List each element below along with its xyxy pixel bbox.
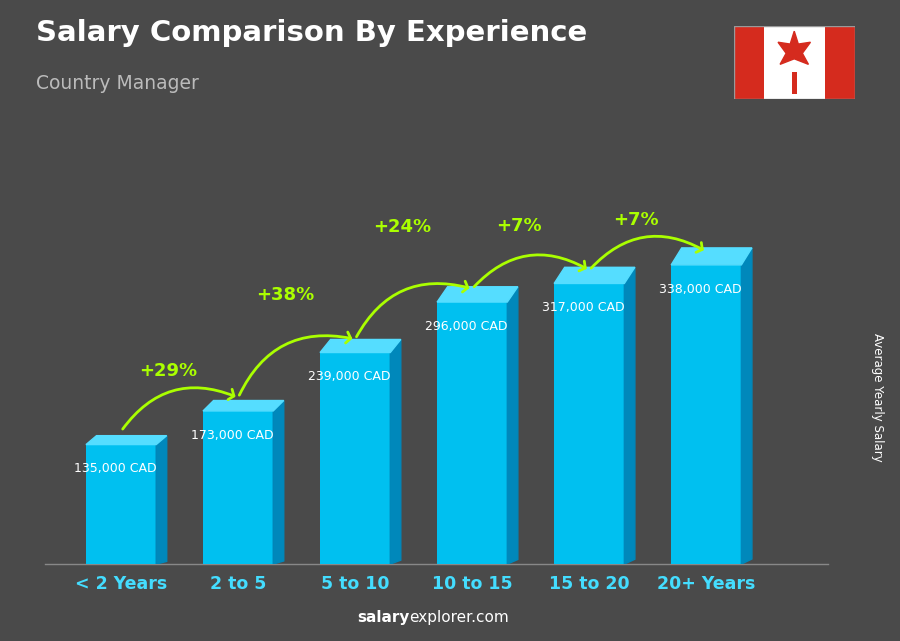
Bar [824, 26, 855, 99]
Polygon shape [391, 340, 401, 564]
Text: salary: salary [357, 610, 410, 625]
Polygon shape [625, 267, 634, 564]
Text: 338,000 CAD: 338,000 CAD [659, 283, 742, 296]
Bar [792, 72, 796, 94]
Text: Average Yearly Salary: Average Yearly Salary [871, 333, 884, 462]
Bar [320, 353, 391, 564]
Text: +29%: +29% [139, 362, 197, 380]
Polygon shape [320, 340, 400, 353]
Text: 239,000 CAD: 239,000 CAD [308, 370, 391, 383]
Polygon shape [778, 31, 811, 64]
Text: +38%: +38% [256, 286, 314, 304]
Polygon shape [508, 287, 518, 564]
Polygon shape [86, 436, 166, 445]
Text: Salary Comparison By Experience: Salary Comparison By Experience [36, 19, 587, 47]
Text: Country Manager: Country Manager [36, 74, 199, 93]
Bar [203, 411, 274, 564]
Bar [554, 283, 625, 564]
Polygon shape [274, 401, 284, 564]
Text: 173,000 CAD: 173,000 CAD [191, 429, 274, 442]
Text: 296,000 CAD: 296,000 CAD [425, 320, 508, 333]
Text: +7%: +7% [496, 217, 542, 235]
Polygon shape [554, 267, 634, 283]
Polygon shape [157, 436, 166, 564]
Bar [671, 265, 742, 564]
Text: explorer.com: explorer.com [410, 610, 509, 625]
Bar [86, 445, 157, 564]
Text: 135,000 CAD: 135,000 CAD [74, 462, 157, 475]
Bar [734, 26, 764, 99]
Bar [437, 302, 508, 564]
Polygon shape [742, 248, 751, 564]
Polygon shape [671, 248, 752, 265]
Polygon shape [437, 287, 518, 302]
Text: 317,000 CAD: 317,000 CAD [542, 301, 625, 314]
Polygon shape [203, 401, 284, 411]
Text: +24%: +24% [373, 218, 431, 236]
Text: +7%: +7% [613, 212, 659, 229]
